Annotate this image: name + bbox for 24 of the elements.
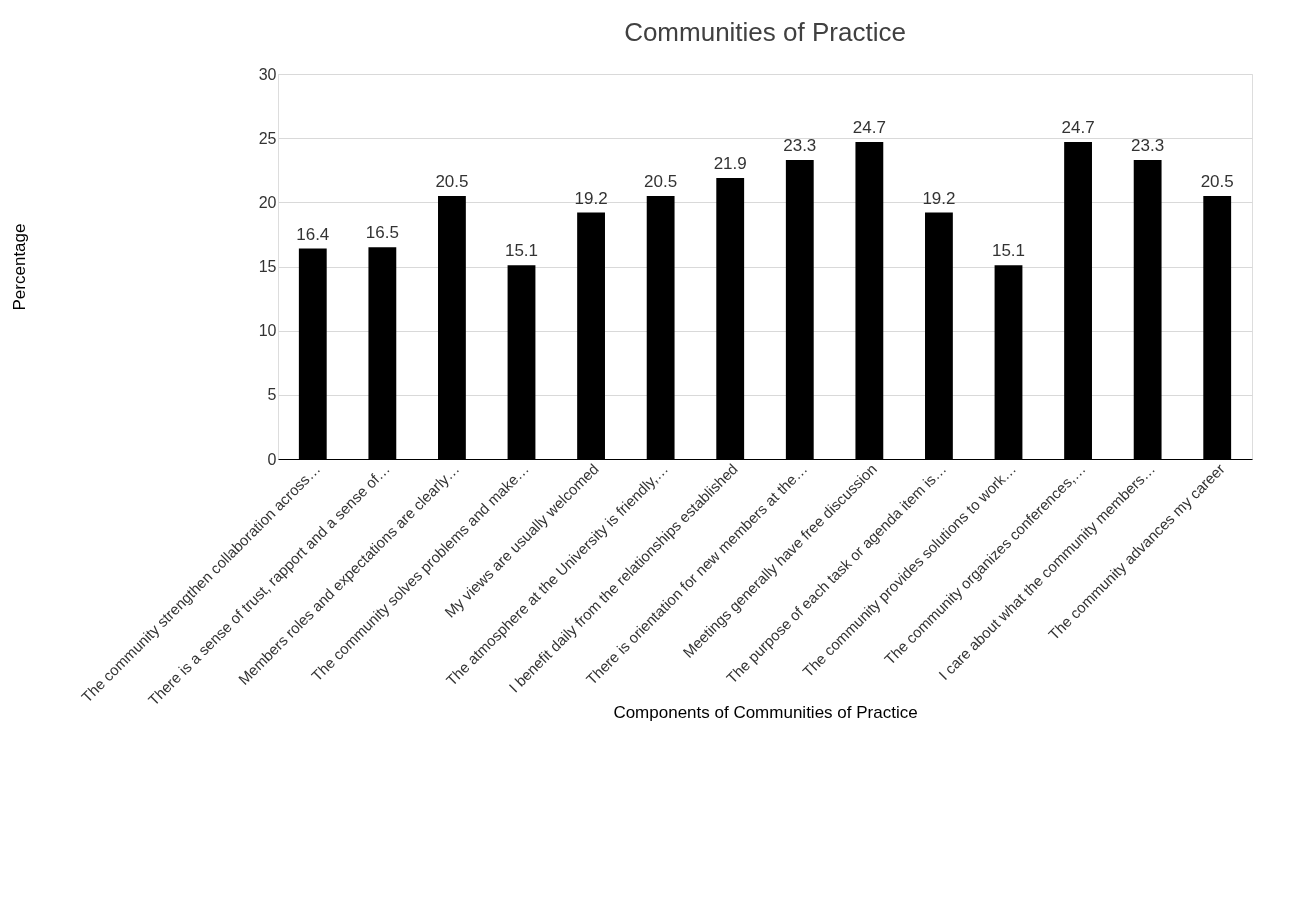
x-axis-title: Components of Communities of Practice: [613, 702, 918, 722]
y-axis-title: Percentage: [9, 223, 29, 311]
data-label: 16.4: [296, 224, 330, 244]
data-label: 20.5: [644, 171, 678, 191]
y-tick-label: 0: [267, 450, 277, 468]
y-tick-label: 10: [258, 322, 277, 340]
data-label: 24.7: [1061, 118, 1095, 138]
data-label: 21.9: [713, 153, 747, 173]
y-tick-label: 25: [258, 129, 277, 147]
data-label: 19.2: [922, 188, 956, 208]
data-label: 15.1: [504, 241, 539, 261]
y-tick-label: 5: [267, 386, 277, 404]
data-label: 24.7: [852, 118, 886, 138]
data-label: 23.3: [1131, 135, 1165, 155]
data-label: 16.5: [365, 223, 399, 243]
data-label: 23.3: [783, 135, 817, 155]
y-tick-label: 15: [258, 258, 277, 275]
data-label: 19.2: [574, 188, 608, 208]
data-label: 15.1: [991, 241, 1026, 261]
data-label: 20.5: [435, 171, 469, 191]
y-tick-label: 30: [258, 65, 277, 83]
y-tick-label: 20: [258, 193, 277, 211]
data-label: 20.5: [1200, 171, 1234, 191]
chart-title: Communities of Practice: [624, 17, 906, 47]
